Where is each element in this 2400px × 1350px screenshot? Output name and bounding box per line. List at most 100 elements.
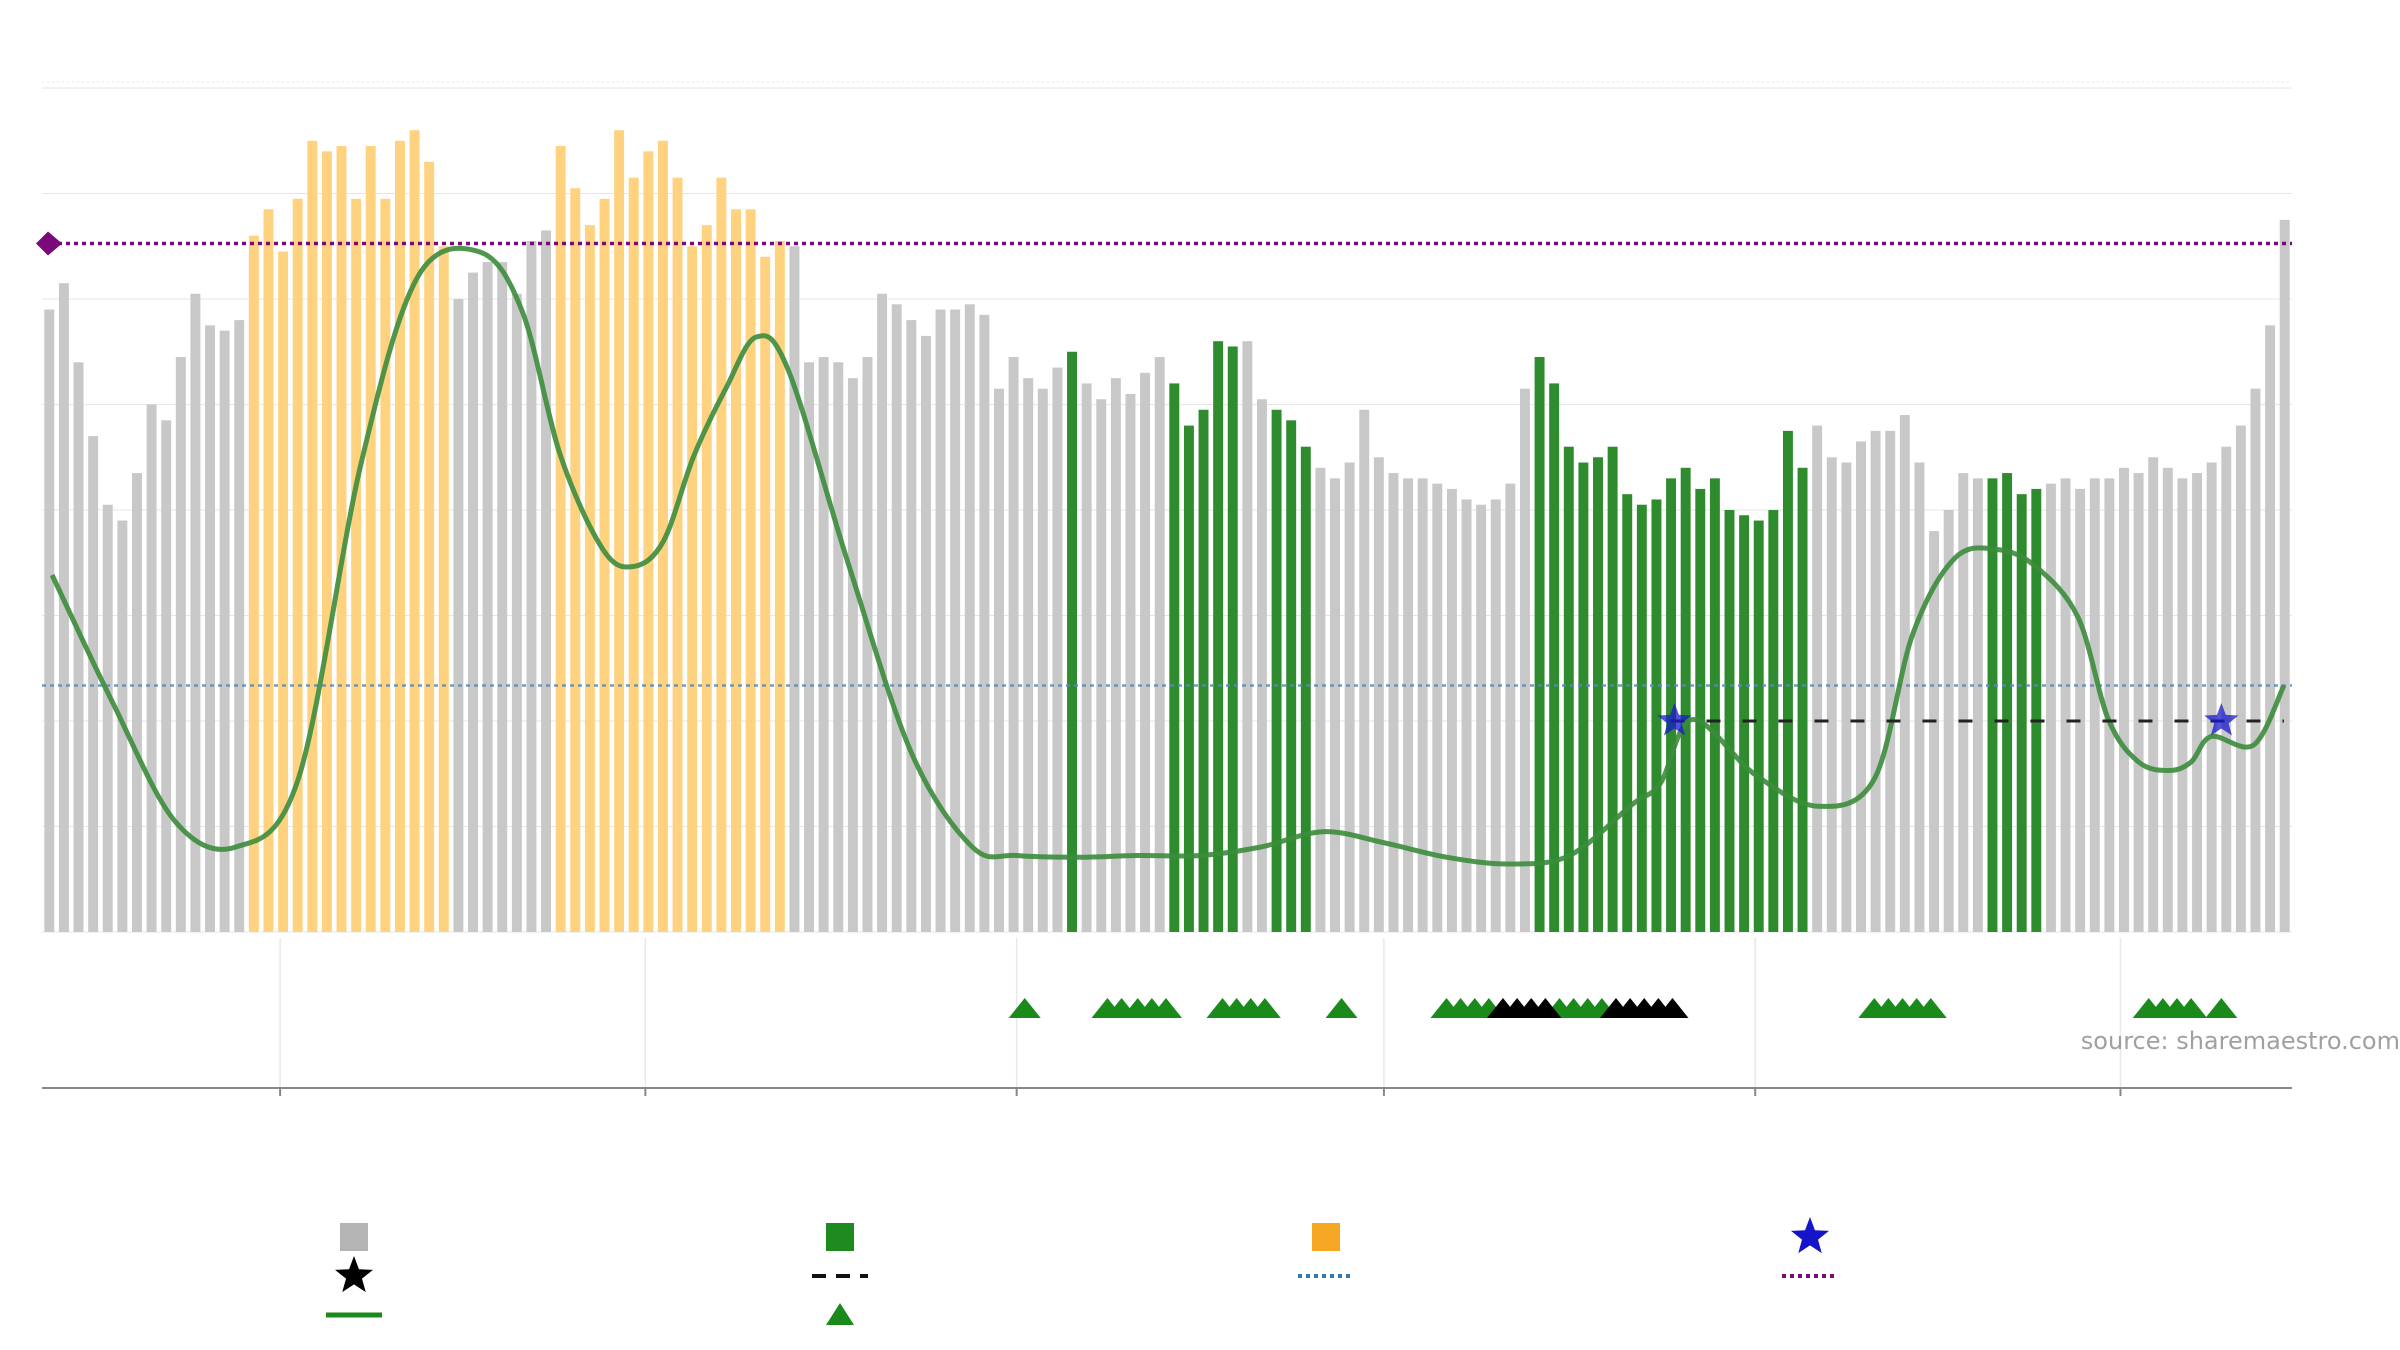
close-price-bar: [1140, 372, 1151, 933]
close-price-bar: [2045, 483, 2056, 932]
close-price-bar: [88, 436, 99, 932]
accumulation-bar: [1593, 457, 1603, 932]
investor-triangle-icon: [1529, 998, 1562, 1018]
close-price-bar: [950, 309, 961, 932]
dtl-breached-bar: [760, 256, 771, 932]
close-price-bar: [1826, 457, 1837, 932]
close-price-bar: [1446, 488, 1457, 932]
legend-square-icon: [340, 1223, 368, 1251]
dtl-breached-bar: [584, 225, 595, 932]
accumulation-bar: [1680, 467, 1691, 932]
close-price-bar: [1841, 462, 1852, 932]
dtl-breached-bar: [614, 130, 625, 932]
dtl-breached-bar: [438, 246, 449, 932]
close-price-bar: [1432, 483, 1443, 932]
dtl-breached-bar: [731, 209, 741, 932]
close-price-bar: [920, 335, 931, 932]
close-price-bar: [1958, 473, 1969, 932]
close-price-bar: [862, 357, 873, 932]
close-price-bar: [1008, 357, 1019, 932]
accumulation-bar: [1067, 351, 1077, 932]
accumulation-bar: [1636, 504, 1647, 932]
dtl-breached-bar: [657, 140, 668, 932]
dtl-breached-bar: [307, 140, 318, 932]
close-price-bar: [44, 309, 55, 932]
legend: [326, 1217, 1838, 1325]
accumulation-bar: [1782, 430, 1793, 932]
close-price-bar: [497, 262, 508, 932]
dtl-breached-bar: [321, 151, 332, 933]
dtl-breached-bar: [365, 146, 376, 932]
close-price-bar: [468, 272, 478, 932]
close-price-bar: [2221, 446, 2232, 932]
accumulation-bar: [1666, 478, 1677, 932]
smart-money-star-icon: [2204, 703, 2239, 736]
close-price-bar: [219, 330, 230, 932]
close-price-bar: [2265, 325, 2276, 932]
close-price-bar: [102, 504, 113, 932]
accumulation-bar: [1768, 510, 1779, 932]
dtl-breached-bar: [701, 225, 712, 932]
accumulation-triangle-icon: [1248, 998, 1281, 1018]
close-price-bar: [205, 325, 215, 932]
demand-threshold-marker: [36, 231, 62, 256]
accumulation-triangle-icon: [2205, 998, 2238, 1018]
close-price-bar: [833, 362, 844, 932]
legend-triangle-icon: [826, 1303, 854, 1325]
close-price-bar: [994, 388, 1004, 932]
close-price-bar: [1081, 383, 1092, 932]
close-price-bar: [1476, 504, 1487, 932]
close-price-bar: [146, 404, 157, 932]
close-price-bar: [1110, 378, 1121, 932]
close-price-bar: [2162, 467, 2173, 932]
close-price-bar: [2075, 488, 2086, 932]
dtl-breached-bar: [555, 146, 566, 932]
close-price-bar: [877, 293, 888, 933]
accumulation-bar: [2002, 473, 2013, 932]
close-price-bar: [1242, 341, 1253, 932]
close-price-bar: [73, 362, 84, 932]
close-price-bar: [2235, 425, 2246, 932]
dtl-breached-bar: [628, 177, 639, 933]
close-price-bar: [2177, 478, 2188, 932]
close-price-bar: [1929, 531, 1940, 932]
accumulation-bar: [1549, 383, 1560, 932]
dtl-breached-bar: [263, 209, 274, 932]
dtl-breached-bar: [599, 198, 610, 932]
accumulation-triangle-icon: [2175, 998, 2208, 1018]
legend-star-icon: [334, 1256, 374, 1293]
close-price-bar: [161, 420, 172, 932]
close-price-bar: [175, 357, 186, 932]
close-price-bar: [1315, 467, 1326, 932]
dtl-breached-bar: [351, 198, 362, 932]
close-price-bar: [979, 314, 990, 932]
investor-triangle-icon: [1656, 998, 1689, 1018]
dtl-breached-bar: [716, 177, 727, 933]
dtl-breached-bar: [687, 246, 698, 932]
legend-star-icon: [1790, 1217, 1830, 1254]
close-price-bar: [526, 240, 537, 933]
accumulation-bar: [1169, 383, 1180, 932]
accumulation-bar: [1563, 446, 1574, 932]
accumulation-triangle-icon: [1325, 998, 1358, 1018]
close-price-bar: [2192, 473, 2202, 932]
close-price-bar: [2133, 473, 2144, 932]
close-price-bar: [2279, 219, 2290, 932]
close-price-bar: [906, 320, 917, 933]
close-price-bar: [1870, 430, 1881, 932]
gridlines: [42, 81, 2292, 1088]
close-price-bar: [1023, 378, 1034, 932]
accumulation-triangle-icon: [1149, 998, 1182, 1018]
accumulation-bar: [1198, 409, 1209, 932]
close-price-bar: [1885, 430, 1896, 932]
close-price-bar: [1052, 367, 1063, 932]
close-price-bar: [1388, 473, 1399, 932]
close-price-bar: [964, 304, 975, 932]
close-price-bar: [2250, 388, 2261, 932]
dtl-breached-bar: [672, 177, 683, 933]
close-price-bar: [2148, 457, 2159, 932]
accumulation-bar: [1797, 467, 1808, 932]
momentum-signal-line: [49, 245, 2287, 867]
smart-money-star-icon: [1657, 703, 1692, 736]
accumulation-bar: [1709, 478, 1720, 932]
